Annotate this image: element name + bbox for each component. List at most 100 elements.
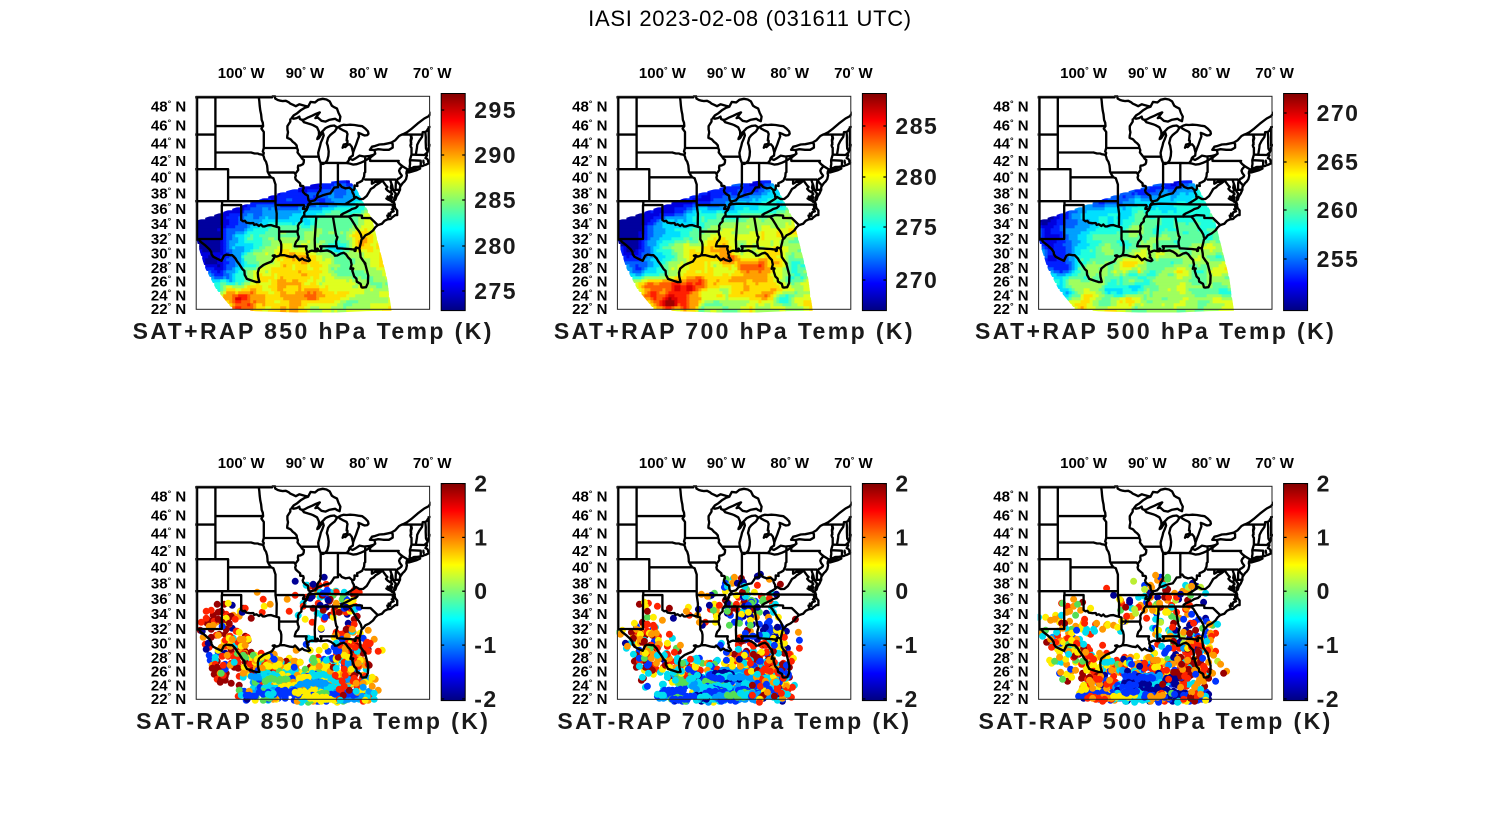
svg-text:SAT+RAP 850 hPa Temp (K): SAT+RAP 850 hPa Temp (K) xyxy=(133,318,494,344)
svg-text:26° N: 26° N xyxy=(151,274,186,291)
svg-text:40° N: 40° N xyxy=(572,559,607,576)
svg-text:36° N: 36° N xyxy=(151,591,186,608)
svg-text:26° N: 26° N xyxy=(151,664,186,681)
svg-text:IASI 2023-02-08 (031611 UTC): IASI 2023-02-08 (031611 UTC) xyxy=(588,6,912,31)
svg-text:32° N: 32° N xyxy=(151,231,186,248)
svg-text:-2: -2 xyxy=(895,686,918,712)
svg-text:44° N: 44° N xyxy=(993,136,1028,153)
svg-text:44° N: 44° N xyxy=(151,526,186,543)
svg-text:42° N: 42° N xyxy=(572,543,607,560)
svg-text:SAT-RAP 700 hPa Temp (K): SAT-RAP 700 hPa Temp (K) xyxy=(557,708,911,734)
svg-text:80° W: 80° W xyxy=(1192,65,1231,82)
svg-text:90° W: 90° W xyxy=(707,455,746,472)
svg-text:-1: -1 xyxy=(895,632,918,658)
svg-text:270: 270 xyxy=(895,267,938,293)
svg-text:275: 275 xyxy=(474,278,517,304)
svg-text:70° W: 70° W xyxy=(413,455,452,472)
svg-text:22° N: 22° N xyxy=(572,691,607,708)
svg-text:80° W: 80° W xyxy=(349,455,388,472)
svg-text:30° N: 30° N xyxy=(151,636,186,653)
svg-text:SAT+RAP 700 hPa Temp (K): SAT+RAP 700 hPa Temp (K) xyxy=(554,318,915,344)
svg-text:0: 0 xyxy=(895,578,909,604)
svg-text:90° W: 90° W xyxy=(286,65,325,82)
svg-text:26° N: 26° N xyxy=(572,664,607,681)
svg-text:100° W: 100° W xyxy=(218,65,266,82)
svg-text:46° N: 46° N xyxy=(572,118,607,135)
svg-text:280: 280 xyxy=(474,233,517,259)
svg-text:44° N: 44° N xyxy=(572,136,607,153)
svg-text:24° N: 24° N xyxy=(151,678,186,695)
svg-text:80° W: 80° W xyxy=(770,455,809,472)
svg-text:30° N: 30° N xyxy=(993,246,1028,263)
svg-text:32° N: 32° N xyxy=(572,621,607,638)
svg-text:38° N: 38° N xyxy=(151,185,186,202)
svg-text:30° N: 30° N xyxy=(151,246,186,263)
svg-text:24° N: 24° N xyxy=(151,288,186,305)
svg-text:22° N: 22° N xyxy=(151,301,186,318)
svg-text:285: 285 xyxy=(895,113,938,139)
svg-text:26° N: 26° N xyxy=(572,274,607,291)
svg-text:42° N: 42° N xyxy=(993,153,1028,170)
svg-text:42° N: 42° N xyxy=(151,153,186,170)
svg-text:48° N: 48° N xyxy=(572,489,607,506)
svg-text:90° W: 90° W xyxy=(286,455,325,472)
svg-text:0: 0 xyxy=(474,578,488,604)
svg-text:40° N: 40° N xyxy=(151,169,186,186)
svg-text:46° N: 46° N xyxy=(151,118,186,135)
svg-text:44° N: 44° N xyxy=(151,136,186,153)
svg-text:22° N: 22° N xyxy=(993,301,1028,318)
svg-text:34° N: 34° N xyxy=(993,216,1028,233)
svg-text:295: 295 xyxy=(474,97,517,123)
svg-text:42° N: 42° N xyxy=(572,153,607,170)
svg-text:90° W: 90° W xyxy=(707,65,746,82)
svg-text:34° N: 34° N xyxy=(151,606,186,623)
svg-text:48° N: 48° N xyxy=(151,489,186,506)
svg-text:100° W: 100° W xyxy=(1060,65,1108,82)
svg-text:30° N: 30° N xyxy=(572,246,607,263)
svg-text:255: 255 xyxy=(1317,246,1360,272)
svg-text:28° N: 28° N xyxy=(993,260,1028,277)
svg-text:28° N: 28° N xyxy=(572,650,607,667)
svg-text:285: 285 xyxy=(474,187,517,213)
svg-text:24° N: 24° N xyxy=(993,288,1028,305)
svg-text:36° N: 36° N xyxy=(993,201,1028,218)
svg-text:24° N: 24° N xyxy=(572,678,607,695)
svg-text:28° N: 28° N xyxy=(151,650,186,667)
svg-text:24° N: 24° N xyxy=(572,288,607,305)
svg-text:260: 260 xyxy=(1317,197,1360,223)
svg-text:32° N: 32° N xyxy=(993,231,1028,248)
svg-text:34° N: 34° N xyxy=(572,606,607,623)
svg-text:90° W: 90° W xyxy=(1128,65,1167,82)
svg-text:34° N: 34° N xyxy=(151,216,186,233)
svg-text:280: 280 xyxy=(895,164,938,190)
svg-text:48° N: 48° N xyxy=(572,99,607,116)
svg-text:46° N: 46° N xyxy=(572,508,607,525)
svg-text:42° N: 42° N xyxy=(151,543,186,560)
svg-text:38° N: 38° N xyxy=(572,185,607,202)
svg-text:70° W: 70° W xyxy=(1255,65,1294,82)
svg-text:80° W: 80° W xyxy=(770,65,809,82)
svg-text:26° N: 26° N xyxy=(993,274,1028,291)
svg-text:44° N: 44° N xyxy=(572,526,607,543)
svg-text:80° W: 80° W xyxy=(349,65,388,82)
svg-text:70° W: 70° W xyxy=(834,455,873,472)
svg-text:28° N: 28° N xyxy=(572,260,607,277)
svg-text:32° N: 32° N xyxy=(572,231,607,248)
svg-text:100° W: 100° W xyxy=(639,455,687,472)
svg-text:70° W: 70° W xyxy=(834,65,873,82)
svg-text:SAT+RAP 500 hPa Temp (K): SAT+RAP 500 hPa Temp (K) xyxy=(975,318,1336,344)
svg-text:38° N: 38° N xyxy=(151,575,186,592)
svg-text:34° N: 34° N xyxy=(572,216,607,233)
svg-text:1: 1 xyxy=(895,524,909,550)
svg-text:40° N: 40° N xyxy=(993,169,1028,186)
svg-text:1: 1 xyxy=(474,524,488,550)
svg-text:48° N: 48° N xyxy=(993,99,1028,116)
svg-text:100° W: 100° W xyxy=(639,65,687,82)
svg-text:265: 265 xyxy=(1317,149,1360,175)
svg-text:275: 275 xyxy=(895,214,938,240)
svg-text:SAT-RAP 850 hPa Temp (K): SAT-RAP 850 hPa Temp (K) xyxy=(136,708,490,734)
svg-text:22° N: 22° N xyxy=(151,691,186,708)
svg-text:2: 2 xyxy=(895,471,909,497)
svg-text:48° N: 48° N xyxy=(151,99,186,116)
svg-text:70° W: 70° W xyxy=(413,65,452,82)
